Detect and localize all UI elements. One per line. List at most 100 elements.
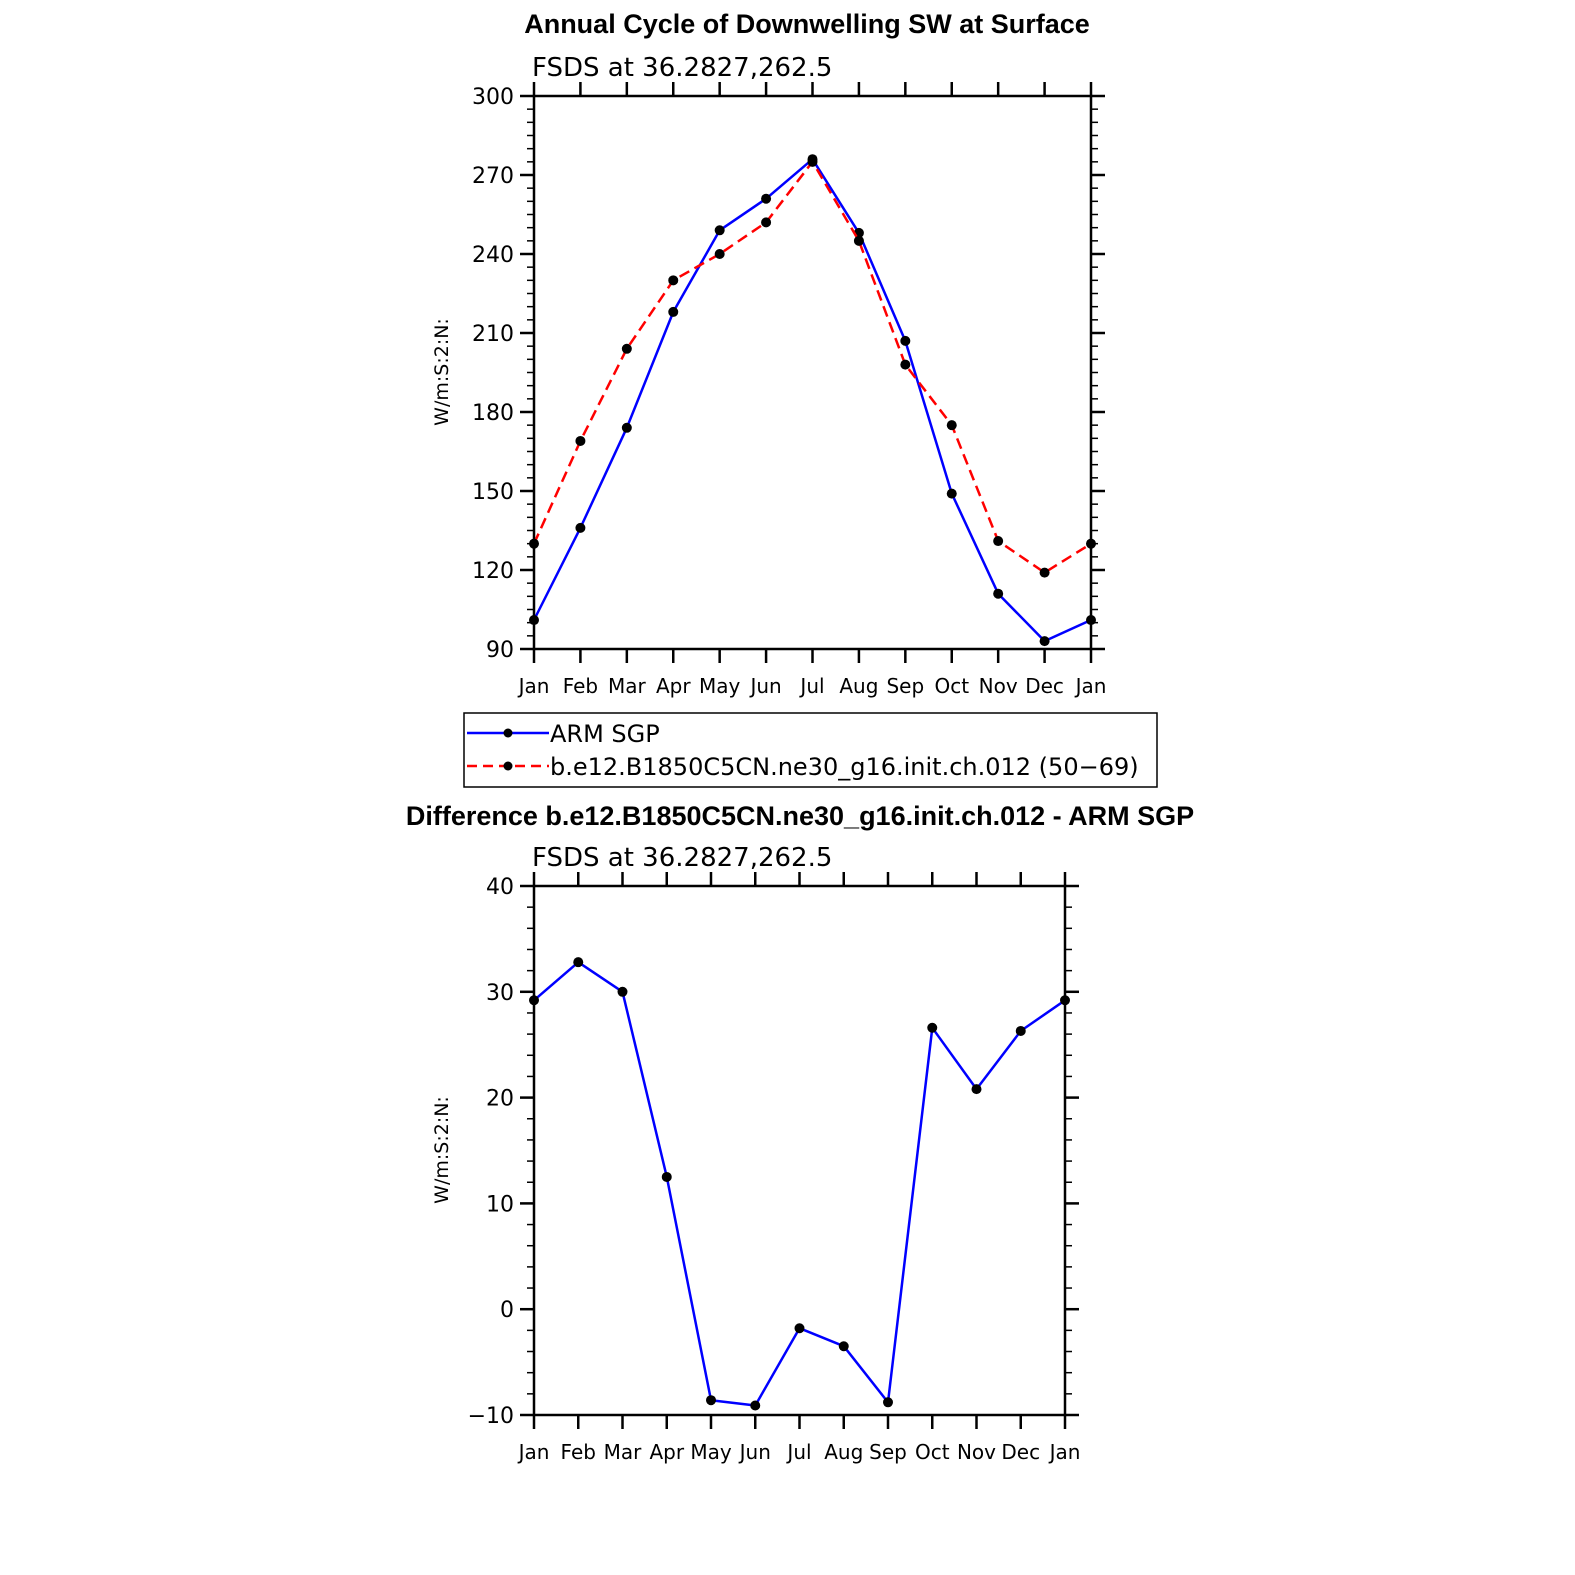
x-tick-label: Mar bbox=[604, 1440, 643, 1464]
data-point bbox=[617, 986, 628, 997]
data-point bbox=[529, 995, 539, 1006]
y-tick-label: 20 bbox=[486, 1087, 514, 1112]
data-point bbox=[761, 193, 772, 204]
x-tick-label: Mar bbox=[608, 674, 647, 698]
data-point bbox=[1086, 615, 1096, 626]
series-line-0 bbox=[533, 960, 1066, 1407]
chart-title: Annual Cycle of Downwelling SW at Surfac… bbox=[524, 9, 1090, 39]
x-tick-label: Nov bbox=[979, 674, 1018, 698]
data-point bbox=[993, 588, 1004, 599]
y-tick-label: 240 bbox=[472, 243, 514, 268]
data-point bbox=[853, 235, 864, 246]
data-point bbox=[529, 615, 539, 626]
x-tick-label: Jan bbox=[1048, 1440, 1081, 1464]
data-point bbox=[714, 225, 725, 236]
data-point bbox=[761, 217, 772, 228]
data-point bbox=[573, 957, 584, 968]
x-tick-label: Sep bbox=[869, 1440, 907, 1464]
x-tick-label: Jan bbox=[517, 1440, 550, 1464]
x-tick-label: Jul bbox=[798, 674, 824, 698]
x-tick-label: Apr bbox=[649, 1440, 684, 1464]
data-point bbox=[794, 1323, 805, 1334]
legend-label-model: b.e12.B1850C5CN.ne30_g16.init.ch.012 (50… bbox=[550, 753, 1139, 781]
axis-ticks bbox=[520, 872, 1079, 1429]
data-point bbox=[668, 306, 679, 317]
x-tick-label: Jun bbox=[738, 1440, 771, 1464]
series-line-1 bbox=[532, 160, 1092, 574]
chart-title: Difference b.e12.B1850C5CN.ne30_g16.init… bbox=[406, 801, 1194, 831]
data-point bbox=[900, 359, 911, 370]
y-tick-labels: 90 120 150 180 210 240 270 300 bbox=[472, 85, 514, 663]
y-tick-labels: −10 0 10 20 30 40 bbox=[468, 875, 514, 1429]
y-tick-label: 180 bbox=[472, 401, 514, 426]
data-point bbox=[883, 1397, 893, 1408]
data-point bbox=[946, 488, 957, 499]
x-tick-labels: Jan Feb Mar Apr May Jun Jul Aug Sep Oct Nov Dec Jan bbox=[517, 1440, 1081, 1464]
data-series bbox=[529, 957, 1070, 1411]
x-tick-label: Aug bbox=[824, 1440, 863, 1464]
difference-panel: Difference b.e12.B1850C5CN.ne30_g16.init… bbox=[406, 801, 1194, 1464]
legend-label-arm-sgp: ARM SGP bbox=[550, 720, 660, 748]
y-tick-label: 10 bbox=[486, 1192, 514, 1217]
chart-subtitle: FSDS at 36.2827,262.5 bbox=[532, 53, 832, 83]
data-point bbox=[971, 1084, 982, 1095]
y-tick-label: 150 bbox=[472, 480, 514, 505]
x-tick-label: May bbox=[690, 1440, 732, 1464]
x-tick-label: Jan bbox=[1074, 674, 1107, 698]
x-tick-labels: Jan Feb Mar Apr May Jun Jul Aug Sep Oct Nov Dec Jan bbox=[517, 674, 1107, 698]
x-tick-label: Oct bbox=[934, 674, 969, 698]
series-line-0 bbox=[532, 157, 1092, 643]
data-point bbox=[668, 275, 679, 286]
x-tick-label: Feb bbox=[563, 674, 598, 698]
data-point bbox=[621, 422, 632, 433]
x-tick-label: Apr bbox=[656, 674, 691, 698]
data-point bbox=[706, 1395, 716, 1406]
data-point bbox=[621, 343, 632, 354]
data-point bbox=[838, 1341, 849, 1352]
x-tick-label: Dec bbox=[1025, 674, 1064, 698]
y-tick-label: 40 bbox=[486, 875, 514, 900]
y-tick-label: 0 bbox=[500, 1298, 514, 1323]
data-point bbox=[661, 1171, 672, 1182]
data-point bbox=[529, 538, 539, 549]
data-point bbox=[1039, 636, 1050, 647]
chart-subtitle: FSDS at 36.2827,262.5 bbox=[532, 843, 832, 873]
data-point bbox=[575, 522, 586, 533]
annual-cycle-panel: Annual Cycle of Downwelling SW at Surfac… bbox=[431, 9, 1158, 788]
y-axis-label: W/m:S:2:N: bbox=[431, 1096, 453, 1204]
x-tick-label: Dec bbox=[1001, 1440, 1040, 1464]
y-tick-label: 120 bbox=[472, 559, 514, 584]
y-tick-label: 270 bbox=[472, 164, 514, 189]
data-point bbox=[1039, 567, 1050, 578]
data-point bbox=[750, 1400, 761, 1411]
y-tick-label: 90 bbox=[486, 638, 514, 663]
x-tick-label: Feb bbox=[561, 1440, 596, 1464]
data-point bbox=[900, 335, 911, 346]
axis-ticks bbox=[520, 82, 1105, 663]
data-point bbox=[1086, 538, 1096, 549]
data-point bbox=[946, 420, 957, 431]
x-tick-label: Nov bbox=[957, 1440, 996, 1464]
plot-frame bbox=[532, 94, 1093, 651]
data-point bbox=[1015, 1025, 1026, 1036]
legend-marker-model bbox=[503, 761, 513, 771]
y-tick-label: −10 bbox=[468, 1404, 514, 1429]
legend-marker-arm-sgp bbox=[503, 728, 513, 738]
x-tick-label: Jan bbox=[517, 674, 550, 698]
x-tick-label: May bbox=[699, 674, 741, 698]
data-point bbox=[1060, 995, 1070, 1006]
y-tick-label: 30 bbox=[486, 981, 514, 1006]
legend-box bbox=[463, 712, 1158, 788]
data-point bbox=[714, 249, 725, 259]
data-point bbox=[993, 536, 1004, 547]
legend: ARM SGP b.e12.B1850C5CN.ne30_g16.init.ch… bbox=[463, 712, 1158, 788]
data-point bbox=[927, 1022, 938, 1033]
plot-frame bbox=[532, 884, 1067, 1417]
y-tick-label: 210 bbox=[472, 322, 514, 347]
data-series bbox=[529, 154, 1096, 647]
x-tick-label: Sep bbox=[886, 674, 924, 698]
y-axis-label: W/m:S:2:N: bbox=[431, 318, 453, 426]
y-tick-label: 300 bbox=[472, 85, 514, 110]
x-tick-label: Jul bbox=[785, 1440, 811, 1464]
